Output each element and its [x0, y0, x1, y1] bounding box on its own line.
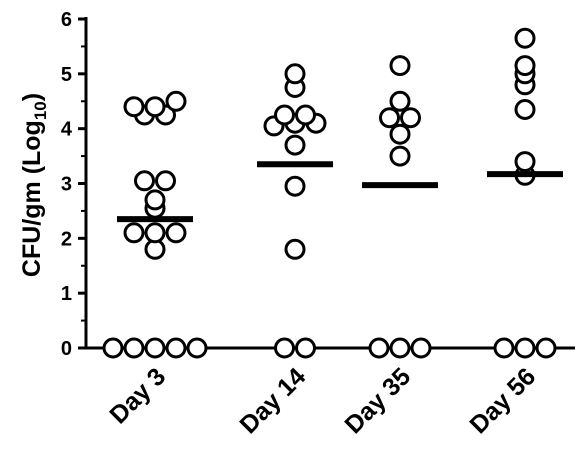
data-point	[368, 337, 390, 359]
data-point	[144, 222, 166, 244]
data-point	[389, 90, 411, 112]
data-point	[102, 337, 124, 359]
y-tick-label: 6	[61, 9, 72, 31]
data-point	[295, 337, 316, 359]
data-point	[165, 90, 187, 112]
data-point	[144, 96, 166, 118]
data-point	[274, 337, 295, 359]
y-tick-label: 1	[61, 283, 72, 305]
data-point	[514, 55, 536, 77]
x-tick-label: Day 14	[234, 362, 311, 439]
data-point	[186, 337, 208, 359]
y-tick-label: 3	[61, 174, 72, 196]
data-points	[102, 27, 557, 359]
data-point	[493, 337, 515, 359]
data-point	[123, 222, 145, 244]
y-tick-label: 5	[61, 64, 72, 86]
y-tick-label: 2	[61, 228, 72, 250]
data-point	[389, 55, 411, 77]
y-tick-label: 0	[61, 338, 72, 360]
y-axis-title: CFU/gm (Log10)	[18, 93, 50, 277]
y-tick-label: 4	[61, 119, 73, 141]
data-point	[514, 99, 536, 120]
data-point	[123, 96, 145, 118]
data-point	[155, 170, 176, 192]
data-point	[165, 222, 187, 244]
data-point	[410, 337, 432, 359]
data-point	[514, 27, 536, 49]
data-point	[389, 123, 411, 145]
x-tick-label: Day 56	[464, 362, 541, 439]
y-ticks: 0 1 2 3 4 5 6	[61, 9, 86, 360]
data-point	[134, 170, 155, 192]
median-lines	[117, 161, 563, 223]
data-point	[514, 337, 536, 359]
data-point	[535, 337, 557, 359]
data-point	[295, 104, 316, 126]
svg-text:CFU/gm (Log10): CFU/gm (Log10)	[18, 93, 50, 277]
data-point	[123, 337, 145, 359]
data-point	[284, 63, 306, 85]
data-point	[284, 175, 306, 197]
data-point	[284, 238, 306, 260]
x-tick-label: Day 3	[104, 362, 171, 429]
data-point	[165, 337, 187, 359]
data-point	[274, 104, 295, 126]
x-tick-labels: Day 3 Day 14 Day 35 Day 56	[104, 362, 541, 439]
data-point	[514, 151, 536, 173]
data-point	[389, 337, 411, 359]
data-point	[379, 107, 400, 129]
data-point	[389, 145, 411, 167]
data-point	[144, 337, 166, 359]
x-tick-label: Day 35	[339, 362, 416, 439]
data-point	[144, 189, 166, 211]
data-point	[400, 107, 421, 129]
data-point	[284, 134, 306, 156]
